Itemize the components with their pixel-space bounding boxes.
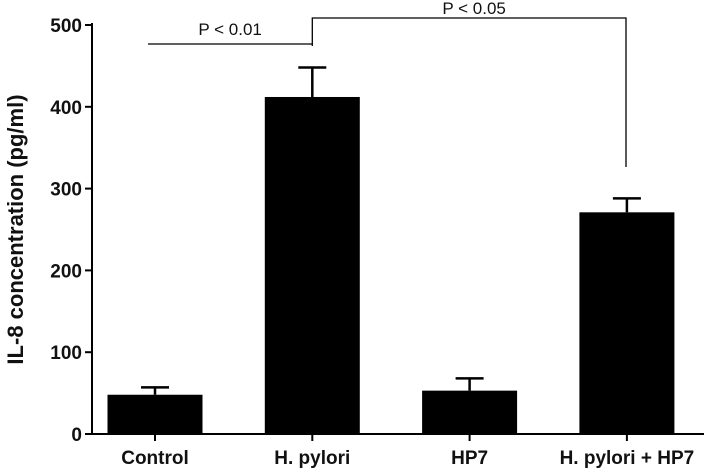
significance-label: P < 0.05 (442, 0, 506, 18)
significance-bracket (311, 17, 627, 167)
bar (422, 390, 518, 434)
bar (579, 212, 675, 434)
significance-annotations: P < 0.01 P < 0.05 (148, 0, 627, 167)
chart-labels: 0 100 200 300 400 500 IL-8 concentration (pg/m… (3, 16, 694, 468)
chart-bars (107, 96, 675, 434)
x-tick-label: H. pylori (274, 448, 350, 468)
y-axis-label: IL-8 concentration (pg/ml) (3, 94, 28, 364)
bar (264, 96, 360, 434)
x-tick-label: HP7 (451, 448, 488, 468)
y-tick-label: 0 (71, 425, 82, 446)
chart-error-bars (141, 66, 641, 395)
significance-label: P < 0.01 (198, 20, 262, 39)
y-tick-label: 300 (50, 180, 82, 201)
x-tick-label: Control (121, 448, 189, 468)
y-tick-label: 400 (50, 98, 82, 119)
x-tick-label: H. pylori + HP7 (560, 448, 695, 468)
y-tick-label: 200 (50, 261, 82, 282)
y-tick-label: 100 (50, 343, 82, 364)
bar (107, 394, 203, 434)
y-tick-label: 500 (50, 16, 82, 37)
